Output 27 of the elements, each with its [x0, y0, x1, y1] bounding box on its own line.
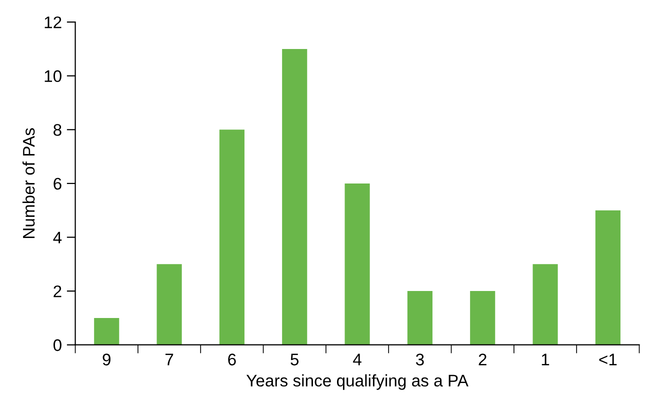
bar — [344, 183, 370, 345]
x-axis-title: Years since qualifying as a PA — [246, 374, 468, 390]
y-tick-label: 4 — [53, 232, 62, 244]
bar — [94, 318, 120, 345]
bar — [470, 291, 496, 345]
y-tick-label: 2 — [54, 285, 62, 298]
x-tick-label: 3 — [416, 354, 424, 366]
x-tick-label: 5 — [290, 354, 299, 366]
bar — [595, 210, 620, 345]
x-tick-label: 2 — [478, 354, 486, 366]
bar — [219, 130, 244, 345]
x-tick-label: 9 — [102, 354, 110, 366]
x-tick-label: 6 — [228, 354, 236, 366]
bar — [532, 264, 558, 345]
y-tick-label: 0 — [53, 339, 62, 352]
y-tick-label: 8 — [54, 124, 62, 136]
x-tick-label: 4 — [353, 354, 362, 366]
y-tick-label: 12 — [44, 16, 62, 28]
y-axis-title: Number of PAs — [22, 128, 35, 238]
bar — [407, 291, 432, 345]
x-tick-label: 7 — [166, 354, 174, 366]
bar — [282, 48, 308, 345]
x-tick-label: 1 — [542, 354, 550, 366]
y-tick-label: 6 — [54, 178, 62, 190]
bar — [156, 264, 182, 345]
y-tick-label: 10 — [44, 70, 62, 82]
x-tick-label: <1 — [599, 354, 617, 366]
